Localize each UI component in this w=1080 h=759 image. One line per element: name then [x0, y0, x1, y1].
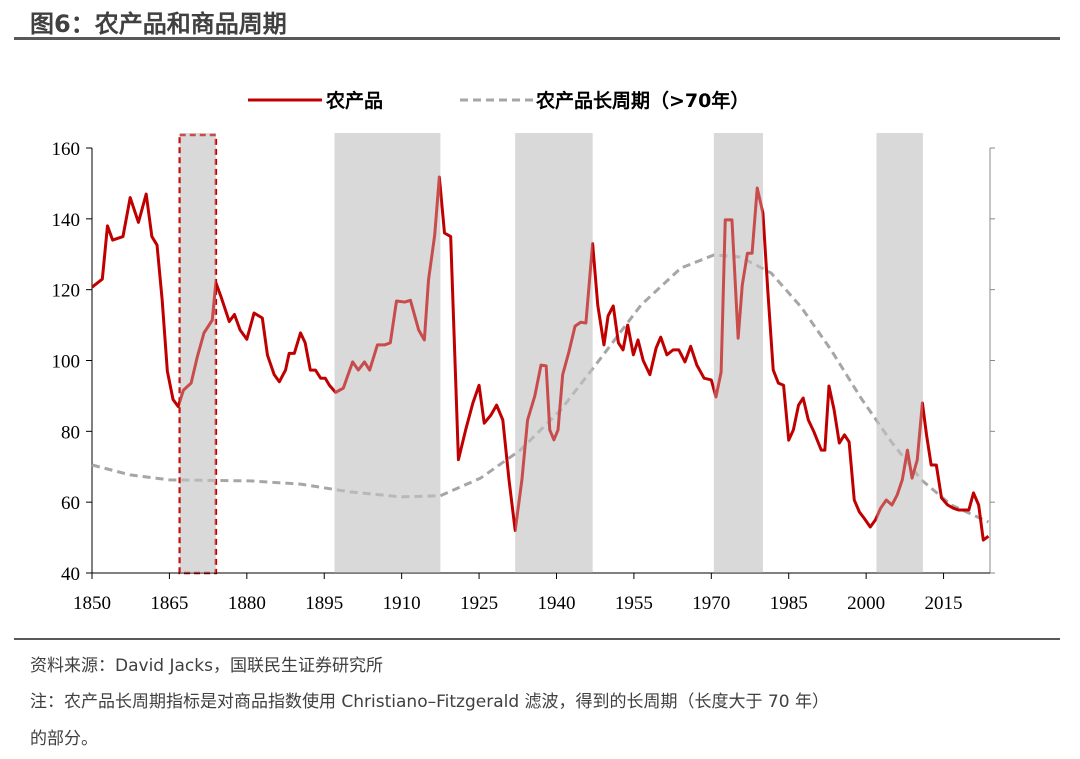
x-tick-label: 1925 — [460, 593, 498, 614]
x-tick-label: 1940 — [537, 593, 575, 614]
shaded-period — [876, 133, 923, 573]
shaded-period — [515, 133, 593, 573]
footer-rule — [14, 638, 1060, 640]
x-tick-label: 1850 — [73, 593, 111, 614]
legend-label: 农产品 — [325, 89, 383, 112]
y-tick-label: 140 — [52, 210, 81, 231]
x-tick-label: 1970 — [692, 593, 730, 614]
shaded-period — [334, 133, 441, 573]
x-tick-label: 1955 — [615, 593, 653, 614]
x-tick-label: 1865 — [150, 593, 188, 614]
x-tick-label: 1910 — [383, 593, 421, 614]
source: 资料来源：David Jacks，国联民生证券研究所 — [30, 656, 383, 676]
y-tick-label: 40 — [61, 564, 80, 585]
y-tick-label: 120 — [52, 281, 81, 302]
chart: 40 60 80 100 120 140 160 1850 1865 1880 1895 1910 19… — [52, 89, 995, 614]
x-tick-label: 2015 — [925, 593, 963, 614]
shaded-overlay — [515, 133, 593, 573]
x-tick-label: 2000 — [847, 593, 885, 614]
figure-title: 图6：农产品和商品周期 — [30, 10, 287, 38]
shaded-overlay — [334, 133, 441, 573]
note: 的部分。 — [30, 729, 98, 749]
x-tick-label: 1895 — [305, 593, 343, 614]
y-tick-label: 100 — [52, 352, 81, 373]
shaded-overlay — [713, 133, 763, 573]
x-tick-label: 1880 — [228, 593, 266, 614]
legend-label: 农产品长周期（>70年） — [535, 89, 749, 112]
y-tick-label: 160 — [52, 139, 81, 160]
title-rule — [14, 37, 1060, 40]
series-line — [91, 175, 990, 542]
shaded-overlay — [179, 133, 216, 573]
shaded-overlay — [876, 133, 923, 573]
y-tick-label: 60 — [61, 493, 80, 514]
series-line — [91, 253, 990, 524]
x-tick-label: 1985 — [770, 593, 808, 614]
note: 注：农产品长周期指标是对商品指数使用 Christiano–Fitzgerald… — [30, 692, 829, 712]
y-tick-label: 80 — [61, 422, 80, 443]
